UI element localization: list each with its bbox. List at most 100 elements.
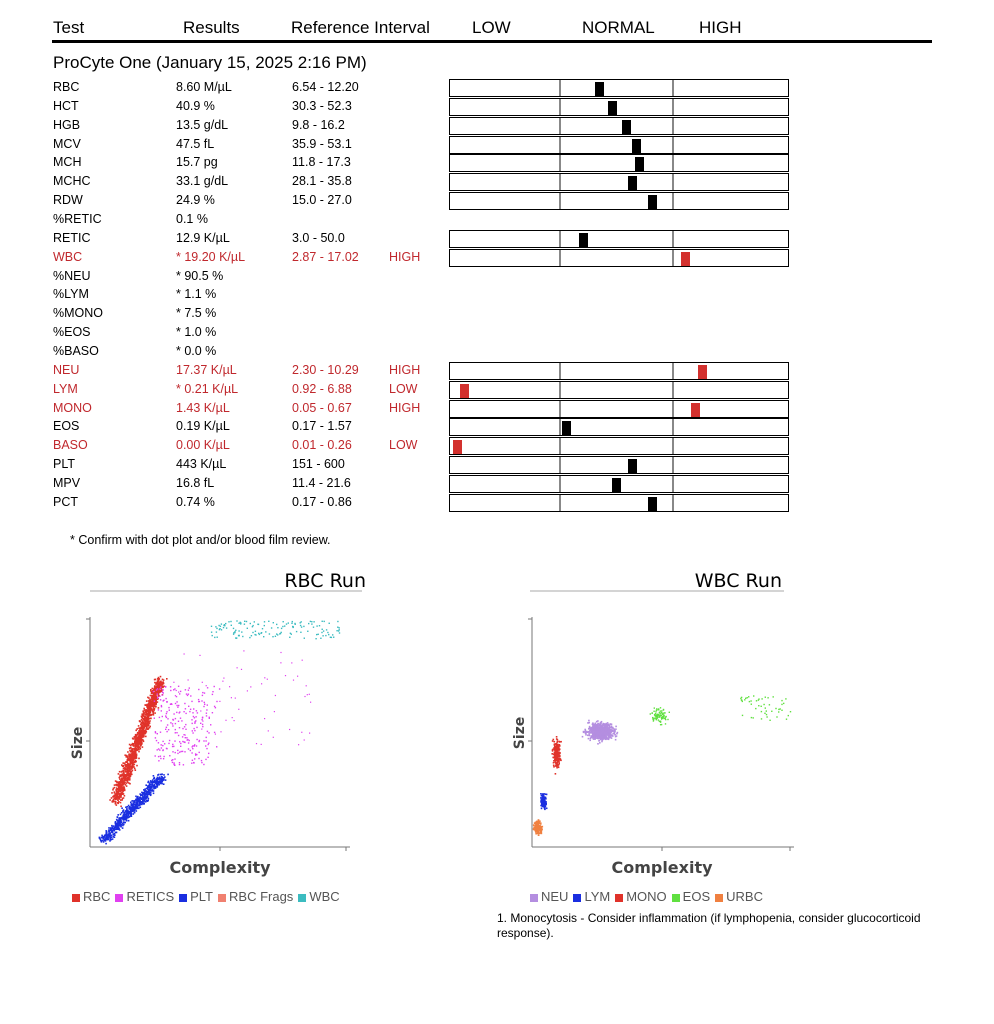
test-name: MCHC — [53, 174, 91, 188]
instrument-title: ProCyte One (January 15, 2025 2:16 PM) — [53, 53, 367, 72]
table-row: WBC * 19.20 K/µL 2.87 - 17.02 HIGH — [0, 249, 994, 268]
wbc-legend-item: URBC — [715, 889, 763, 904]
table-row: EOS 0.19 K/µL 0.17 - 1.57 — [0, 418, 994, 437]
rbc-y-label: Size — [70, 727, 86, 760]
test-result: 0.74 % — [176, 495, 215, 509]
table-row: RBC 8.60 M/µL 6.54 - 12.20 — [0, 79, 994, 98]
test-result: 1.43 K/µL — [176, 401, 230, 415]
range-divider-high — [672, 457, 674, 473]
table-row: %NEU * 90.5 % — [0, 268, 994, 287]
range-divider-high — [672, 363, 674, 379]
reference-interval: 2.87 - 17.02 — [292, 250, 359, 264]
range-divider-low — [559, 193, 561, 209]
reference-interval: 11.8 - 17.3 — [292, 155, 351, 169]
range-divider-low — [559, 401, 561, 417]
legend-label: EOS — [682, 889, 711, 904]
test-result: * 0.0 % — [176, 344, 217, 358]
test-result: 47.5 fL — [176, 137, 215, 151]
reference-interval: 2.30 - 10.29 — [292, 363, 359, 377]
rbc-legend-item: PLT — [179, 889, 213, 904]
legend-swatch — [671, 893, 680, 902]
range-divider-high — [672, 438, 674, 454]
legend-label: URBC — [726, 889, 763, 904]
range-bar — [449, 362, 789, 380]
rbc-legend-item: RBC — [72, 889, 110, 904]
wbc-run-plot: WBC Run Size Complexity — [512, 570, 794, 877]
test-result: 443 K/µL — [176, 457, 227, 471]
test-name: %NEU — [53, 269, 91, 283]
wbc-legend-item: MONO — [615, 889, 667, 904]
reference-interval: 0.01 - 0.26 — [292, 438, 352, 452]
test-result: * 1.0 % — [176, 325, 217, 339]
table-row: HGB 13.5 g/dL 9.8 - 16.2 — [0, 117, 994, 136]
interpretation-note: 1. Monocytosis - Consider inflammation (… — [497, 911, 921, 940]
test-name: MPV — [53, 476, 81, 490]
range-bar — [449, 437, 789, 455]
flag-label: LOW — [389, 438, 418, 452]
reference-interval: 28.1 - 35.8 — [292, 174, 352, 188]
reference-interval: 11.4 - 21.6 — [292, 476, 351, 490]
range-divider-low — [559, 476, 561, 492]
table-row: MONO 1.43 K/µL 0.05 - 0.67 HIGH — [0, 400, 994, 419]
flag-label: HIGH — [389, 401, 421, 415]
range-divider-low — [559, 382, 561, 398]
reference-interval: 0.92 - 6.88 — [292, 382, 352, 396]
range-divider-low — [559, 419, 561, 435]
test-result: * 90.5 % — [176, 269, 224, 283]
table-row: %BASO * 0.0 % — [0, 343, 994, 362]
range-divider-high — [672, 495, 674, 511]
test-name: LYM — [53, 382, 78, 396]
flag-label: LOW — [389, 382, 418, 396]
result-marker — [460, 384, 469, 398]
range-bar — [449, 249, 789, 267]
result-marker — [579, 233, 588, 247]
reference-interval: 0.17 - 1.57 — [292, 419, 352, 433]
test-name: MCV — [53, 137, 81, 151]
test-name: RBC — [53, 80, 80, 94]
legend-label: WBC — [309, 889, 340, 904]
range-divider-low — [559, 80, 561, 96]
range-divider-low — [559, 250, 561, 266]
rbc-run-plot: RBC Run Size Complexity — [70, 570, 366, 877]
result-marker — [635, 157, 644, 171]
range-divider-high — [672, 193, 674, 209]
test-name: PCT — [53, 495, 78, 509]
header-test: Test — [53, 18, 85, 37]
header-rule — [52, 40, 932, 43]
result-marker — [608, 101, 617, 115]
rbc-x-label: Complexity — [169, 858, 271, 877]
legend-label: MONO — [626, 889, 667, 904]
legend-swatch — [72, 893, 80, 902]
wbc-dot-cloud — [532, 695, 792, 836]
table-row: PLT 443 K/µL 151 - 600 — [0, 456, 994, 475]
legend-label: PLT — [190, 889, 214, 904]
wbc-legend-item: EOS — [671, 889, 711, 904]
test-name: BASO — [53, 438, 88, 452]
table-row: RDW 24.9 % 15.0 - 27.0 — [0, 192, 994, 211]
test-result: 33.1 g/dL — [176, 174, 229, 188]
test-result: 0.00 K/µL — [176, 438, 230, 452]
reference-interval: 3.0 - 50.0 — [292, 231, 345, 245]
range-divider-low — [559, 457, 561, 473]
rbc-plot-title: RBC Run — [284, 570, 366, 592]
result-marker — [698, 365, 707, 379]
range-bar — [449, 79, 789, 97]
test-result: 17.37 K/µL — [176, 363, 237, 377]
result-marker — [628, 459, 637, 473]
range-divider-high — [672, 476, 674, 492]
table-row: MCV 47.5 fL 35.9 - 53.1 — [0, 136, 994, 155]
test-result: * 7.5 % — [176, 306, 217, 320]
range-divider-high — [672, 382, 674, 398]
test-name: HGB — [53, 118, 81, 132]
reference-interval: 0.17 - 0.86 — [292, 495, 352, 509]
range-bar — [449, 98, 789, 116]
range-bar — [449, 136, 789, 154]
header-high: HIGH — [699, 18, 742, 37]
result-marker — [681, 252, 690, 266]
test-name: WBC — [53, 250, 83, 264]
table-row: RETIC 12.9 K/µL 3.0 - 50.0 — [0, 230, 994, 249]
table-row: MCHC 33.1 g/dL 28.1 - 35.8 — [0, 173, 994, 192]
legend-swatch — [218, 893, 227, 902]
flag-label: HIGH — [389, 250, 421, 264]
test-name: %MONO — [53, 306, 103, 320]
